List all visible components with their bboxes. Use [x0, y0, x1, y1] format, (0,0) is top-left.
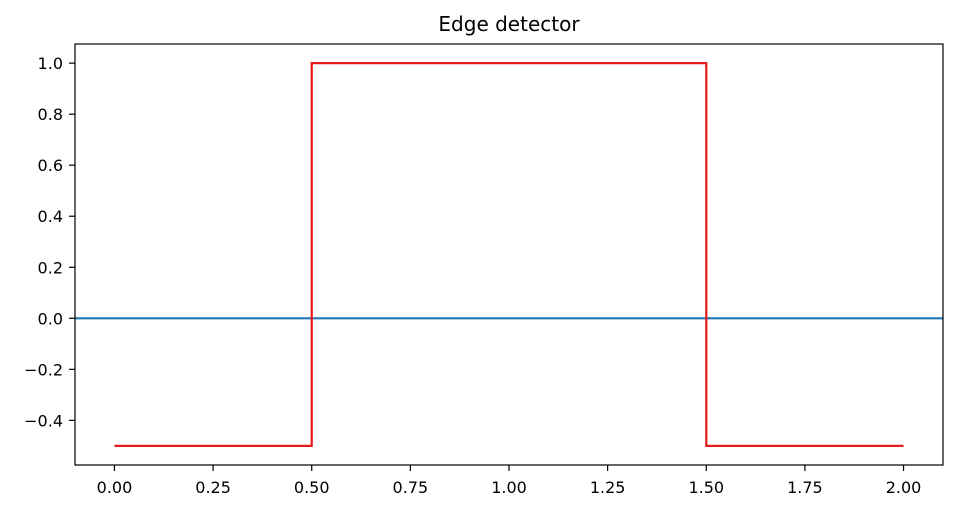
x-axis: 0.00 0.25 0.50 0.75 1.00 1.25 1.50 1.75 2.00 — [97, 465, 922, 497]
y-tick-label: −0.4 — [24, 411, 63, 430]
plot-frame — [74, 43, 944, 466]
y-tick-label: 0.0 — [38, 309, 63, 328]
chart-title: Edge detector — [438, 12, 580, 36]
x-tick-label: 2.00 — [886, 478, 922, 497]
series-line-0 — [114, 62, 904, 447]
x-tick-label: 0.75 — [393, 478, 429, 497]
y-axis: −0.4 −0.2 0.0 0.2 0.4 0.6 0.8 1.0 — [24, 54, 75, 430]
x-tick-label: 1.00 — [491, 478, 527, 497]
y-tick-label: 0.4 — [38, 207, 63, 226]
y-tick-label: 0.2 — [38, 258, 63, 277]
x-tick-label: 0.50 — [294, 478, 330, 497]
lines-layer — [75, 62, 943, 447]
x-tick-label: 0.00 — [97, 478, 133, 497]
x-tick-label: 1.25 — [590, 478, 626, 497]
y-tick-label: 0.6 — [38, 156, 63, 175]
x-tick-label: 1.50 — [688, 478, 724, 497]
y-tick-label: −0.2 — [24, 360, 63, 379]
y-tick-label: 1.0 — [38, 54, 63, 73]
y-tick-label: 0.8 — [38, 105, 63, 124]
x-tick-label: 1.75 — [787, 478, 823, 497]
x-tick-label: 0.25 — [195, 478, 231, 497]
